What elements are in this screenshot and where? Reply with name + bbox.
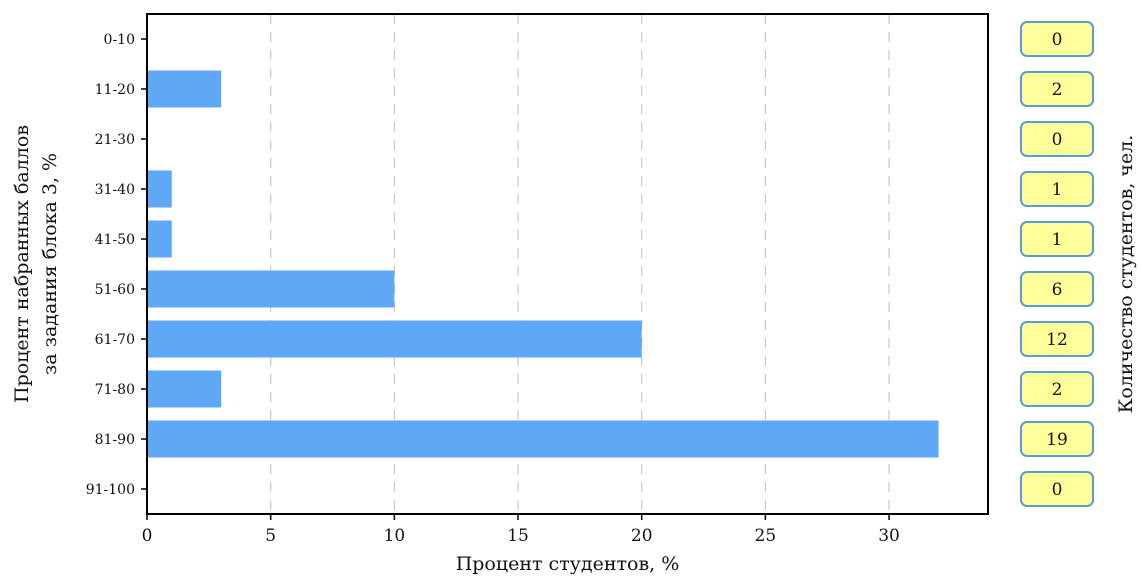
x-axis-title: Процент студентов, % <box>456 553 680 575</box>
bar <box>147 420 939 458</box>
count-value: 1 <box>1052 230 1063 250</box>
x-tick-label: 25 <box>755 526 777 546</box>
bar <box>147 270 395 308</box>
y-axis-title-line-1: Процент набранных баллов <box>11 125 33 403</box>
count-box: 1 <box>1020 171 1094 207</box>
count-box-frame <box>1020 221 1094 257</box>
y-tick-labels: 0-10 11-20 21-30 31-40 41-50 51-60 61-70 71-80 8… <box>86 32 147 498</box>
count-box: 0 <box>1020 471 1094 507</box>
count-box: 6 <box>1020 271 1094 307</box>
y-tick-label: 11-20 <box>95 82 135 98</box>
count-boxes: 0 2 0 1 1 6 12 2 19 0 <box>1020 21 1094 507</box>
x-tick-label: 10 <box>384 526 406 546</box>
y-tick-label: 0-10 <box>104 32 135 48</box>
count-value: 0 <box>1052 30 1063 50</box>
count-box: 2 <box>1020 371 1094 407</box>
count-box-frame <box>1020 321 1094 357</box>
y-tick-label: 91-100 <box>86 482 135 498</box>
count-box-frame <box>1020 171 1094 207</box>
count-box-frame <box>1020 21 1094 57</box>
count-box-frame <box>1020 421 1094 457</box>
count-value: 2 <box>1052 80 1063 100</box>
x-tick-label: 15 <box>507 526 529 546</box>
count-value: 0 <box>1052 480 1063 500</box>
y-tick-label: 41-50 <box>95 232 135 248</box>
x-tick-label: 20 <box>631 526 653 546</box>
plot-frame <box>146 13 989 515</box>
count-box-frame <box>1020 371 1094 407</box>
bar <box>147 70 222 108</box>
count-box: 12 <box>1020 321 1094 357</box>
count-box-frame <box>1020 121 1094 157</box>
x-tick-label: 30 <box>878 526 900 546</box>
bar <box>147 220 172 258</box>
count-box-frame <box>1020 471 1094 507</box>
bar <box>147 170 172 208</box>
y-tick-label: 21-30 <box>95 132 135 148</box>
count-box-frame <box>1020 271 1094 307</box>
count-value: 0 <box>1052 130 1063 150</box>
y-tick-label: 51-60 <box>95 282 135 298</box>
count-axis-title: Количество студентов, чел. <box>1115 135 1137 414</box>
count-value: 1 <box>1052 180 1063 200</box>
count-box: 0 <box>1020 121 1094 157</box>
y-tick-label: 61-70 <box>95 332 135 348</box>
count-box: 0 <box>1020 21 1094 57</box>
count-box: 1 <box>1020 221 1094 257</box>
bar <box>147 370 222 408</box>
count-box: 19 <box>1020 421 1094 457</box>
count-value: 6 <box>1052 280 1063 300</box>
y-tick-label: 81-90 <box>95 432 135 448</box>
count-box-frame <box>1020 71 1094 107</box>
y-axis-title: Процент набранных баллов за задания блок… <box>11 125 61 403</box>
bar <box>147 320 642 358</box>
y-tick-label: 31-40 <box>95 182 135 198</box>
bars <box>147 70 939 458</box>
x-tick-labels: 0 5 10 15 20 25 30 <box>142 514 900 546</box>
y-tick-label: 71-80 <box>95 382 135 398</box>
count-box: 2 <box>1020 71 1094 107</box>
x-tick-label: 0 <box>142 526 153 546</box>
count-value: 2 <box>1052 380 1063 400</box>
count-value: 19 <box>1046 430 1068 450</box>
x-tick-label: 5 <box>265 526 276 546</box>
y-axis-title-line-2: за задания блока 3, % <box>39 153 61 375</box>
count-value: 12 <box>1046 330 1068 350</box>
